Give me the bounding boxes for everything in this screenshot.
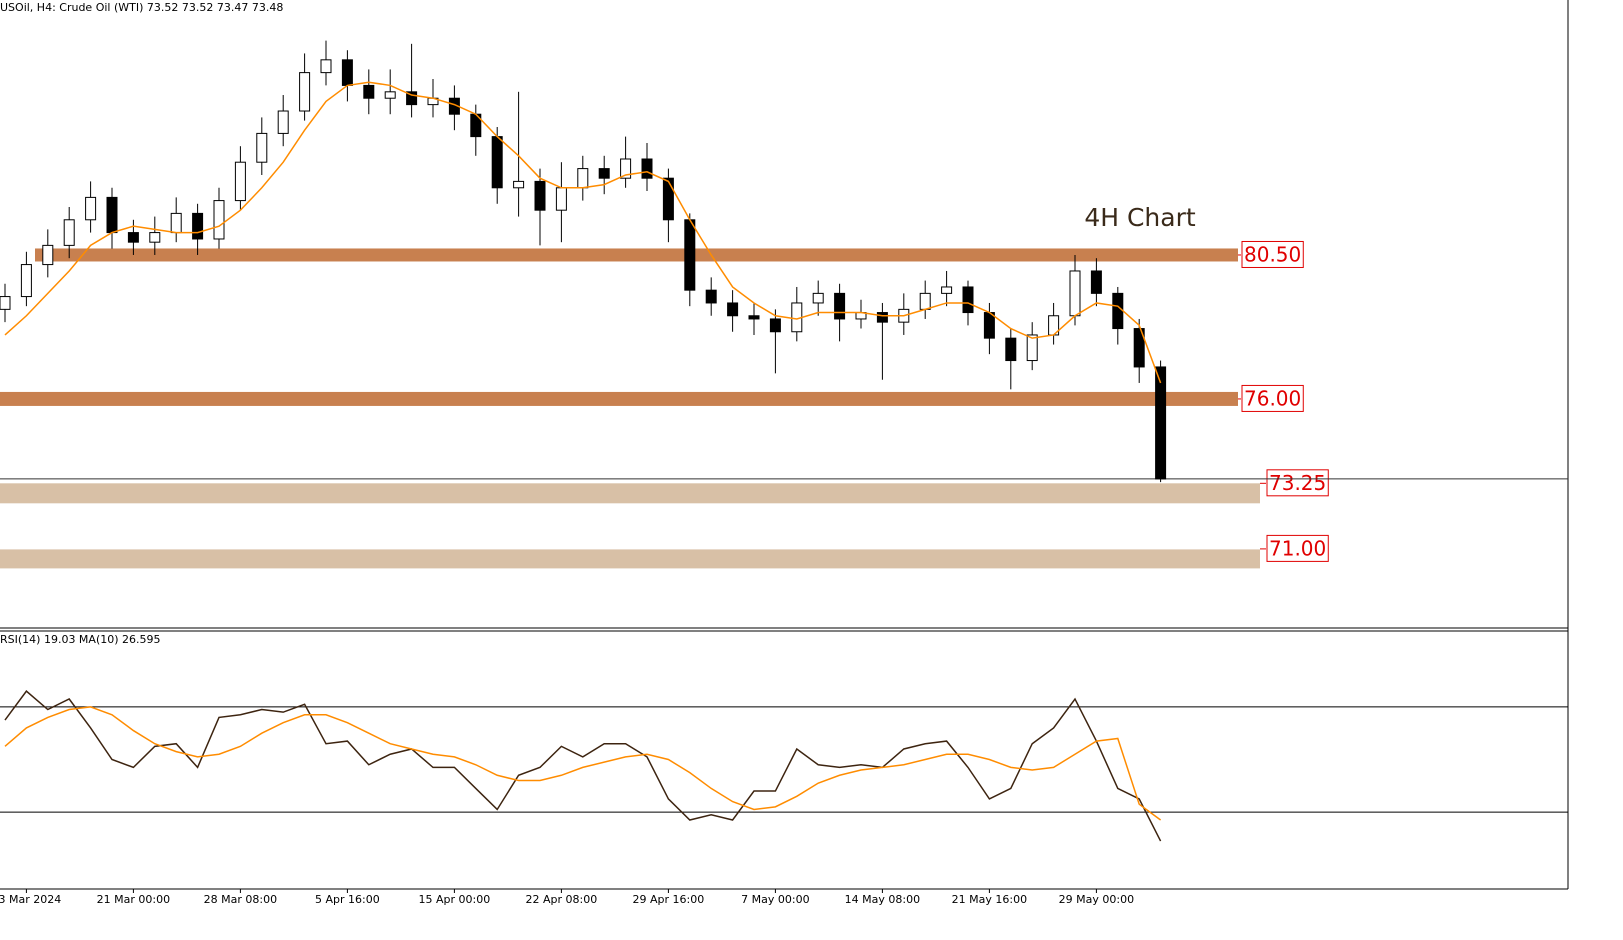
candle-body xyxy=(641,158,653,179)
candle-body xyxy=(1133,328,1145,368)
candle-body xyxy=(277,110,289,134)
x-tick-label: 15 Apr 00:00 xyxy=(419,893,491,906)
candle-body xyxy=(406,91,418,106)
candle-body xyxy=(983,312,995,339)
x-tick-label: 21 Mar 00:00 xyxy=(97,893,170,906)
candle-body xyxy=(127,232,139,243)
candle-body xyxy=(170,212,182,234)
chart-header: USOil, H4: Crude Oil (WTI) 73.52 73.52 7… xyxy=(0,1,283,14)
candle-body xyxy=(384,91,396,99)
candle-body xyxy=(234,161,246,202)
x-tick-label: 29 Apr 16:00 xyxy=(633,893,705,906)
level-label-box xyxy=(1266,534,1329,562)
level-label-box xyxy=(1241,384,1304,412)
rsi-line xyxy=(4,690,1162,842)
candle-body xyxy=(1155,366,1167,480)
candle-body xyxy=(662,177,674,221)
x-tick-label: 5 Apr 16:00 xyxy=(315,893,380,906)
candle-body xyxy=(534,180,546,211)
x-tick-label: 28 Mar 08:00 xyxy=(204,893,277,906)
moving-average xyxy=(4,81,1162,384)
candle-body xyxy=(1005,337,1017,362)
candle-body xyxy=(555,187,567,211)
x-tick-label: 14 May 08:00 xyxy=(845,893,920,906)
candle-body xyxy=(748,315,760,320)
candle-body xyxy=(299,72,311,112)
candle-body xyxy=(513,180,525,189)
candle-body xyxy=(812,292,824,304)
candle-body xyxy=(684,219,696,291)
candle-body xyxy=(213,200,225,240)
candle-body xyxy=(577,168,589,189)
level-band xyxy=(0,483,1260,504)
x-tick-label: 13 Mar 2024 xyxy=(0,893,61,906)
level-label: 71.00 xyxy=(1269,536,1326,560)
candle-body xyxy=(769,318,781,333)
candle-body xyxy=(149,232,161,243)
candle-body xyxy=(491,136,503,189)
x-tick-label: 21 May 16:00 xyxy=(952,893,1027,906)
level-band xyxy=(0,549,1260,569)
level-label: 76.00 xyxy=(1244,386,1301,410)
annotation: 4H Chart xyxy=(1084,203,1196,232)
level-band xyxy=(0,391,1238,406)
rsi-ma-line xyxy=(4,706,1162,821)
candle-body xyxy=(20,264,32,298)
x-tick-label: 22 Apr 08:00 xyxy=(526,893,598,906)
candle-body xyxy=(320,59,332,74)
candle-body xyxy=(42,244,54,266)
level-label-box xyxy=(1266,469,1329,497)
candle-body xyxy=(363,84,375,99)
candle-body xyxy=(620,158,632,179)
candle-body xyxy=(876,312,888,323)
level-label: 80.50 xyxy=(1244,242,1301,266)
candle-body xyxy=(705,289,717,304)
candle-body xyxy=(85,196,97,221)
candle-body xyxy=(1069,270,1081,317)
candle-body xyxy=(63,219,75,246)
candle-body xyxy=(727,302,739,317)
candle-body xyxy=(962,286,974,314)
candle-body xyxy=(598,168,610,179)
candle-body xyxy=(1026,334,1038,362)
candle-body xyxy=(1090,270,1102,294)
candle-body xyxy=(919,292,931,310)
candle-body xyxy=(192,212,204,240)
x-tick-label: 29 May 00:00 xyxy=(1059,893,1134,906)
level-band xyxy=(35,248,1238,262)
level-label: 73.25 xyxy=(1269,471,1326,495)
candle-body xyxy=(256,132,268,163)
candle-body xyxy=(106,196,118,234)
candle-body xyxy=(0,296,11,310)
level-label-box xyxy=(1241,240,1304,268)
candle-body xyxy=(834,292,846,320)
x-tick-label: 7 May 00:00 xyxy=(741,893,809,906)
candle-body xyxy=(1112,292,1124,330)
candle-body xyxy=(941,286,953,294)
candle-body xyxy=(341,59,353,86)
rsi-header: RSI(14) 19.03 MA(10) 26.595 xyxy=(0,633,161,646)
